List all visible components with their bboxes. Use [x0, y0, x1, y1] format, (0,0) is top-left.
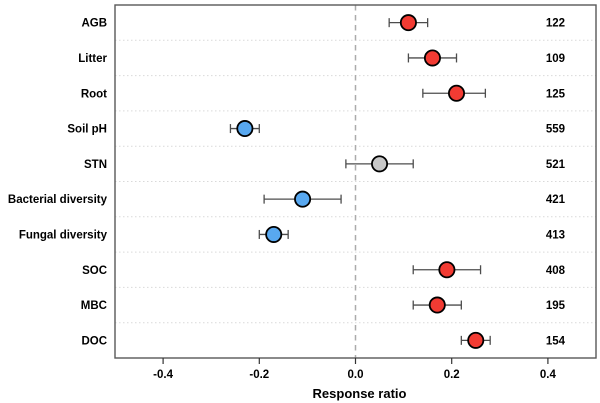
- forest-row: SOC 408: [82, 261, 566, 279]
- data-point: [448, 84, 466, 102]
- category-label: SOC: [82, 265, 107, 277]
- forest-row: DOC 154: [81, 331, 566, 349]
- forest-row: Root 125: [81, 84, 566, 102]
- sample-size-label: 521: [546, 159, 566, 171]
- x-tick-label: 0.0: [348, 369, 364, 381]
- category-label: Root: [81, 88, 107, 100]
- category-label: Bacterial diversity: [8, 194, 108, 206]
- sample-size-label: 421: [546, 194, 566, 206]
- category-label: DOC: [81, 335, 107, 347]
- data-point: [467, 331, 485, 349]
- data-point: [265, 225, 283, 243]
- sample-size-label: 109: [546, 53, 565, 65]
- category-label: Soil pH: [67, 124, 107, 136]
- category-label: MBC: [81, 300, 107, 312]
- category-label: Litter: [78, 53, 107, 65]
- sample-size-label: 408: [546, 265, 566, 277]
- category-label: Fungal diversity: [19, 229, 108, 241]
- forest-row: Fungal diversity 413: [19, 225, 565, 243]
- forest-row: MBC 195: [81, 296, 566, 314]
- data-point: [371, 155, 389, 173]
- sample-size-label: 195: [546, 300, 566, 312]
- data-point: [294, 190, 312, 208]
- sample-size-label: 122: [546, 18, 565, 30]
- data-point: [399, 14, 417, 32]
- x-tick-label: 0.4: [540, 369, 557, 381]
- x-tick-label: -0.4: [153, 369, 173, 381]
- data-point: [423, 49, 441, 67]
- x-tick-label: 0.2: [444, 369, 460, 381]
- sample-size-label: 413: [546, 229, 565, 241]
- x-axis-label: Response ratio: [313, 386, 407, 401]
- forest-row: STN 521: [84, 155, 566, 173]
- sample-size-label: 125: [546, 88, 566, 100]
- forest-row: Litter 109: [78, 49, 565, 67]
- data-point: [438, 261, 456, 279]
- data-point: [428, 296, 446, 314]
- forest-row: AGB 122: [81, 14, 565, 32]
- forest-row: Soil pH 559: [67, 120, 565, 138]
- x-tick-label: -0.2: [249, 369, 269, 381]
- category-label: STN: [84, 159, 107, 171]
- forest-row: Bacterial diversity 421: [8, 190, 566, 208]
- category-label: AGB: [81, 18, 107, 30]
- data-point: [236, 120, 254, 138]
- sample-size-label: 559: [546, 124, 565, 136]
- sample-size-label: 154: [546, 335, 566, 347]
